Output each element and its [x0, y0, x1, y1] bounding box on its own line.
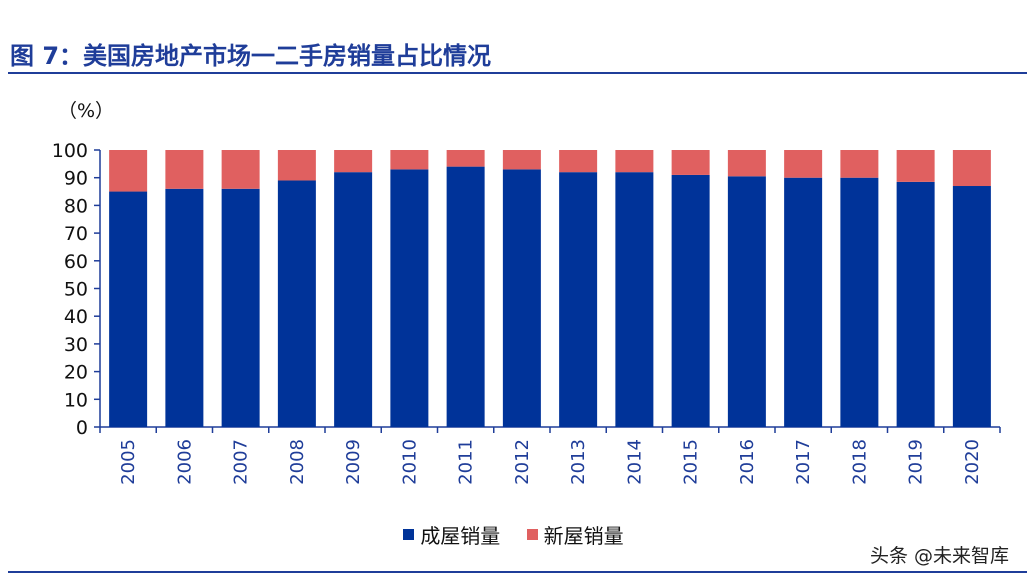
bar-segment-existing-2017	[784, 177, 823, 427]
bar-segment-new-2015	[671, 150, 710, 175]
x-tick-label: 2014	[624, 439, 645, 485]
bar-segment-new-2016	[727, 150, 766, 177]
bar-segment-existing-2014	[615, 172, 654, 427]
x-tick-label: 2016	[737, 439, 758, 485]
x-tick-label: 2017	[793, 439, 814, 485]
bar-segment-existing-2009	[334, 172, 373, 427]
bar-segment-existing-2011	[446, 166, 485, 427]
bar-segment-new-2017	[784, 150, 823, 178]
bar-segment-new-2010	[390, 150, 429, 170]
title-divider	[8, 72, 1027, 74]
x-tick-label: 2008	[287, 439, 308, 485]
bar-segment-new-2013	[559, 150, 598, 173]
bottom-divider	[8, 571, 1027, 573]
x-tick-label: 2012	[512, 439, 533, 485]
x-tick-label: 2007	[231, 439, 252, 485]
y-tick-label: 60	[64, 251, 88, 273]
y-tick-label: 80	[64, 195, 88, 217]
bar-segment-existing-2013	[559, 172, 598, 427]
x-tick-label: 2011	[456, 439, 477, 485]
y-tick-label: 0	[76, 417, 88, 439]
bar-segment-new-2009	[334, 150, 373, 173]
bar-segment-new-2018	[840, 150, 879, 178]
y-tick-label: 100	[52, 140, 88, 162]
x-tick-label: 2009	[343, 439, 364, 485]
y-tick-label: 10	[64, 389, 88, 411]
bar-segment-existing-2010	[390, 169, 429, 427]
legend-item-0: 成屋销量	[403, 520, 500, 549]
bar-segment-existing-2016	[727, 176, 766, 427]
x-tick-label: 2013	[568, 439, 589, 485]
x-tick-label: 2018	[849, 439, 870, 485]
x-tick-label: 2015	[681, 439, 702, 485]
x-tick-label: 2019	[906, 439, 927, 485]
y-tick-label: 50	[64, 279, 88, 301]
x-tick-label: 2006	[174, 439, 195, 485]
x-tick-label: 2010	[399, 439, 420, 485]
legend-swatch-1	[526, 529, 538, 540]
bar-segment-existing-2005	[109, 191, 148, 427]
stacked-bar-chart: 0 10 20 30 40 50 60 70 80 90 100 2005 2006 2007 2008 20…	[52, 140, 1001, 485]
bar-segment-new-2005	[109, 150, 148, 192]
legend-item-1: 新屋销量	[526, 520, 624, 549]
y-tick-label: 90	[64, 168, 88, 190]
bar-segment-existing-2020	[952, 186, 991, 427]
bar-segment-existing-2015	[671, 174, 710, 427]
legend-label-0: 成屋销量	[420, 524, 501, 548]
bar-segment-existing-2008	[277, 180, 316, 427]
bar-segment-existing-2019	[896, 181, 935, 427]
bar-segment-existing-2012	[502, 169, 541, 427]
legend-swatch-0	[403, 529, 415, 540]
watermark: 头条 @未来智库	[869, 545, 1009, 567]
y-axis-unit-label: （%）	[58, 100, 115, 122]
bar-segment-new-2012	[502, 150, 541, 170]
y-tick-label: 70	[64, 223, 88, 245]
bar-segment-new-2020	[952, 150, 991, 187]
x-tick-label: 2020	[962, 439, 983, 485]
bar-segment-existing-2018	[840, 177, 879, 427]
bar-segment-new-2007	[221, 150, 260, 189]
bar-segment-new-2014	[615, 150, 654, 173]
bar-segment-existing-2007	[221, 188, 260, 427]
bar-segment-new-2019	[896, 150, 935, 182]
x-tick-label: 2005	[118, 439, 139, 485]
legend: 成屋销量 新屋销量	[0, 520, 1027, 549]
y-tick-label: 20	[64, 362, 88, 384]
legend-label-1: 新屋销量	[543, 524, 624, 548]
y-tick-label: 30	[64, 334, 88, 356]
bar-segment-new-2008	[277, 150, 316, 181]
y-tick-label: 40	[64, 306, 88, 328]
chart-title: 图 7：美国房地产市场一二手房销量占比情况	[10, 42, 492, 70]
bar-segment-existing-2006	[165, 188, 204, 427]
bar-segment-new-2011	[446, 150, 485, 167]
bar-segment-new-2006	[165, 150, 204, 189]
